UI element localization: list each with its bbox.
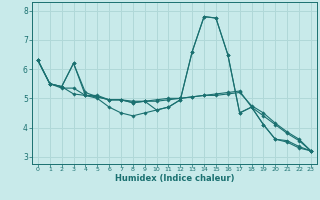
X-axis label: Humidex (Indice chaleur): Humidex (Indice chaleur) bbox=[115, 174, 234, 183]
